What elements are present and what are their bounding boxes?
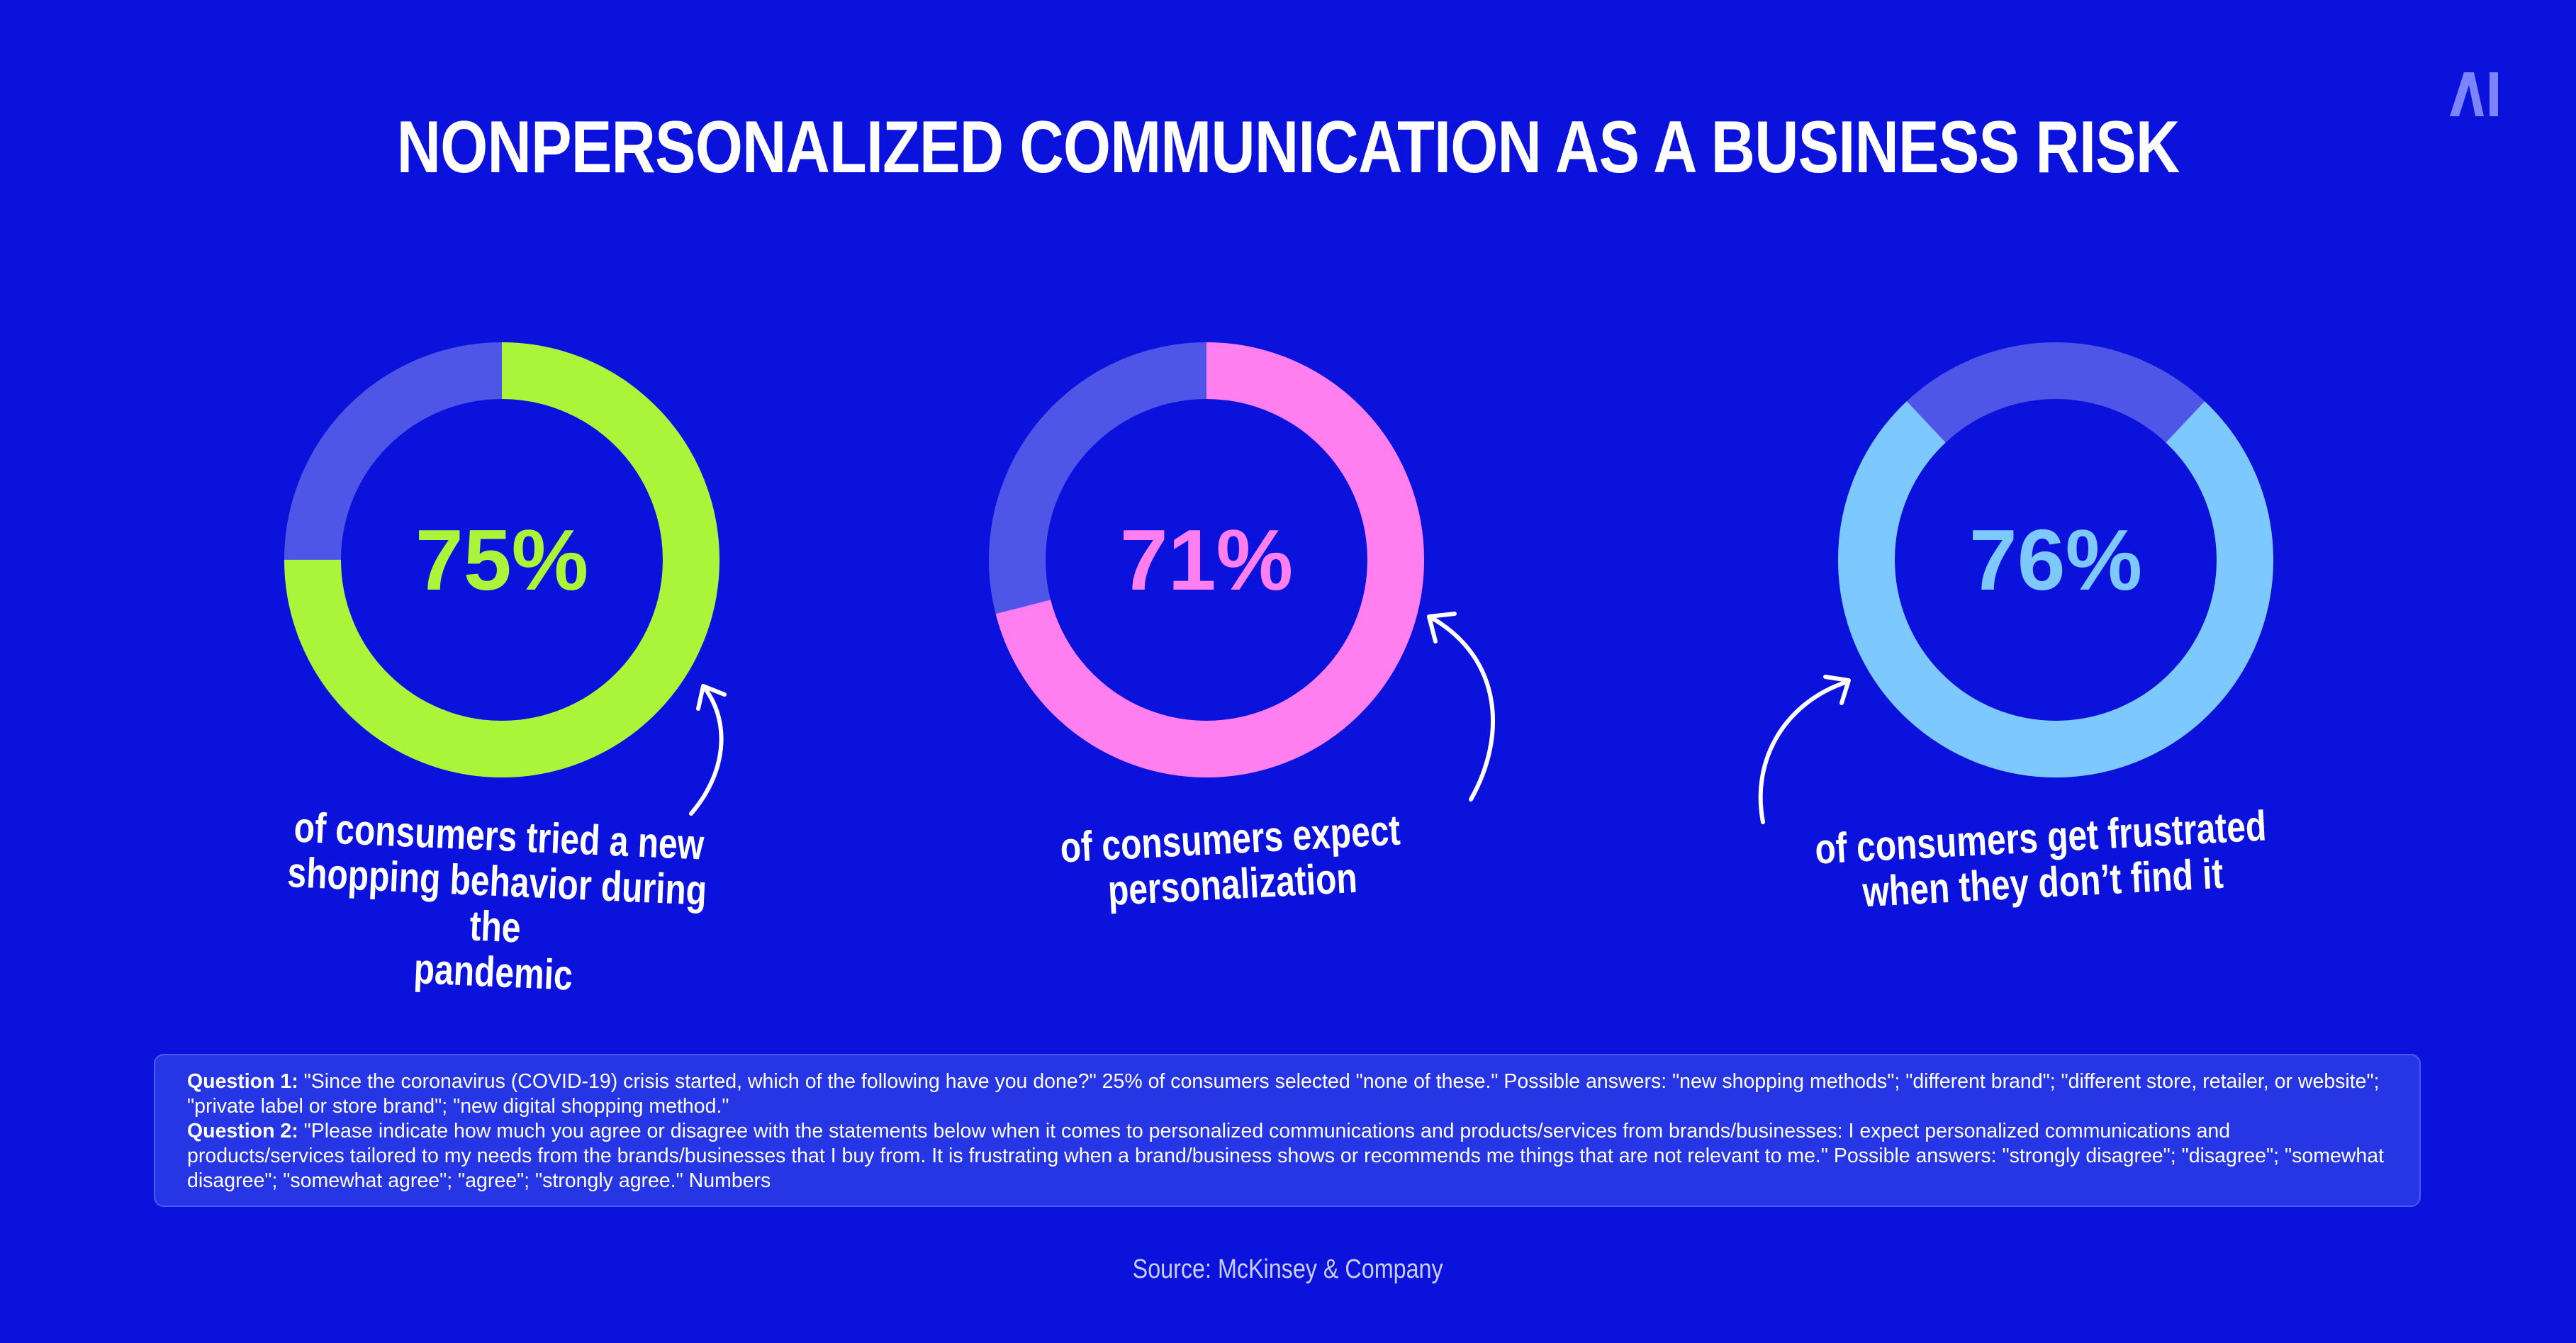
arrow-2 <box>1430 616 1495 802</box>
page-title: NONPERSONALIZED COMMUNICATION AS A BUSIN… <box>396 106 2180 189</box>
donut-1-value-label: 75% <box>415 512 588 608</box>
donut-3-value-label: 76% <box>1969 512 2142 608</box>
arrow-1-head <box>696 684 727 711</box>
arrow-3-head <box>1823 675 1851 705</box>
arrow-3 <box>1758 680 1849 824</box>
survey-notes: Question 1: "Since the coronavirus (COVI… <box>154 1054 2421 1207</box>
donut-3-value-arc <box>1838 342 2273 777</box>
donut-2-value-label: 71% <box>1120 512 1293 608</box>
arrow-1 <box>689 687 724 816</box>
q2-label: Question 2: <box>187 1120 298 1142</box>
q1-text: "Since the coronavirus (COVID-19) crisis… <box>187 1070 2380 1118</box>
arrow-2-head <box>1427 612 1457 644</box>
caption-1-line-3: pandemic <box>413 945 574 999</box>
caption-1: of consumers tried a new shopping behavio… <box>209 802 783 1008</box>
ai-logo <box>2450 72 2498 116</box>
source-note: Source: McKinsey & Company <box>0 1253 2576 1286</box>
q2-text: "Please indicate how much you agree or d… <box>187 1120 2384 1192</box>
donut-2-value-arc <box>989 342 1424 777</box>
q1-label: Question 1: <box>187 1070 298 1093</box>
source-text: Source: McKinsey & Company <box>1132 1254 1444 1284</box>
donut-1-value-arc <box>284 342 719 777</box>
